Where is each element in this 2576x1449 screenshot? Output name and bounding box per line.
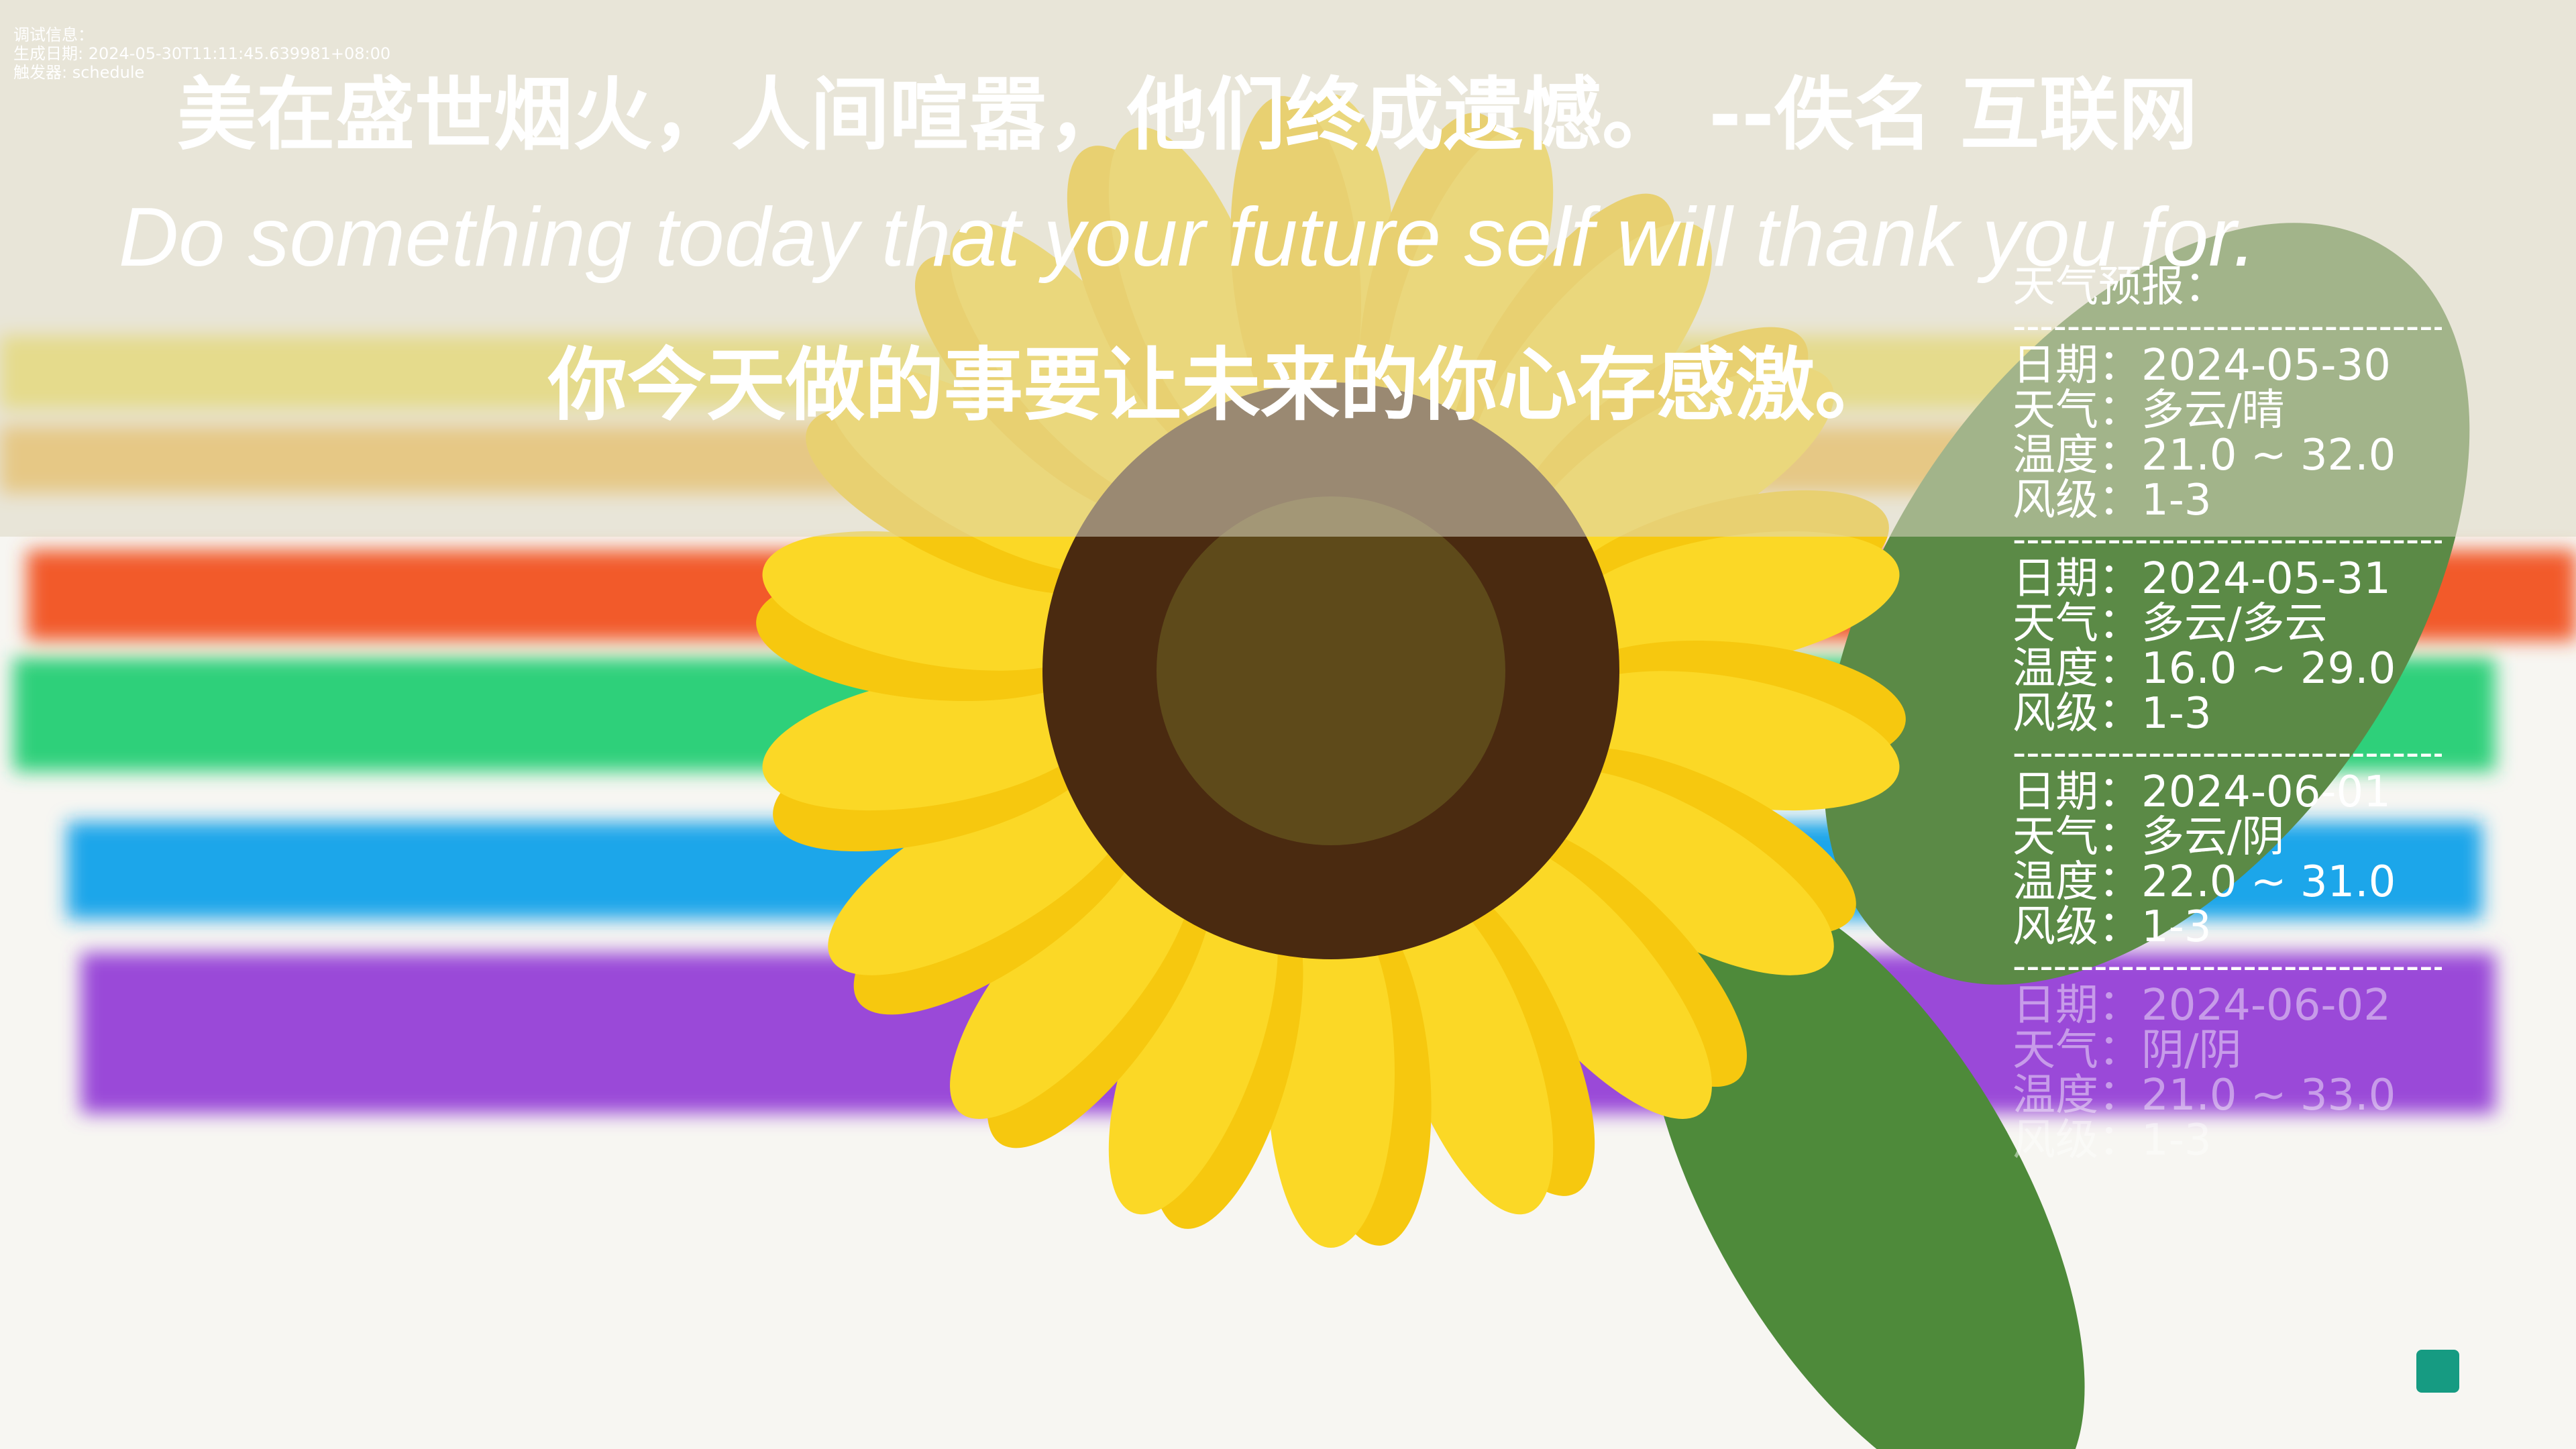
weather-row: 天气：阴/阴 [2012, 1028, 2442, 1073]
separator: ---------------------------------------- [2012, 737, 2442, 770]
weather-label: 日期： [2012, 981, 2141, 1030]
weather-value: 21.0 ~ 32.0 [2141, 431, 2396, 480]
weather-label: 天气： [2012, 812, 2141, 862]
weather-value: 1-3 [2141, 1116, 2212, 1165]
weather-label: 风级： [2012, 689, 2141, 739]
weather-panel: 天气预报： ----------------------------------… [2012, 265, 2442, 1163]
petal [828, 769, 1137, 975]
separator: ---------------------------------------- [2012, 523, 2442, 557]
top-overlay [0, 0, 2576, 537]
weather-label: 天气： [2012, 599, 2141, 649]
logo [2416, 1350, 2459, 1393]
flower-center [1157, 496, 1505, 845]
weather-row: 天气：多云/晴 [2012, 388, 2442, 433]
weather-label: 风级： [2012, 476, 2141, 525]
petal [1384, 883, 1554, 1215]
petal [1525, 769, 1834, 975]
weather-value: 多云/晴 [2141, 386, 2285, 435]
weather-row: 温度：22.0 ~ 31.0 [2012, 860, 2442, 905]
weather-value: 多云/多云 [2141, 599, 2328, 649]
weather-value: 1-3 [2141, 476, 2212, 525]
debug-info: 调试信息： 生成日期: 2024-05-30T11:11:45.639981+0… [13, 25, 390, 82]
debug-line: 触发器: schedule [13, 63, 145, 82]
weather-value: 2024-05-31 [2141, 554, 2391, 604]
weather-title: 天气预报： [2012, 262, 2227, 312]
weather-value: 2024-06-02 [2141, 981, 2391, 1030]
weather-row: 日期：2024-06-02 [2012, 983, 2442, 1028]
weather-row: 风级：1-3 [2012, 478, 2442, 523]
weather-row: 日期：2024-05-31 [2012, 557, 2442, 602]
weather-label: 风级： [2012, 902, 2141, 952]
separator: ---------------------------------------- [2012, 310, 2442, 343]
separator: ---------------------------------------- [2012, 950, 2442, 983]
weather-label: 温度： [2012, 644, 2141, 694]
weather-value: 1-3 [2141, 689, 2212, 739]
weather-value: 多云/阴 [2141, 812, 2285, 862]
weather-label: 天气： [2012, 1026, 2141, 1075]
petal [1108, 883, 1278, 1215]
weather-label: 日期： [2012, 341, 2141, 390]
weather-row: 日期：2024-06-01 [2012, 770, 2442, 815]
weather-value: 2024-06-01 [2141, 767, 2391, 817]
debug-line: 调试信息： [13, 25, 94, 44]
weather-label: 温度： [2012, 1071, 2141, 1120]
weather-row: 天气：多云/阴 [2012, 815, 2442, 860]
petal [1555, 531, 1900, 671]
quote-zh: 美在盛世烟火，人间喧嚣，他们终成遗憾。 --佚名 互联网 [176, 68, 2198, 161]
weather-label: 温度： [2012, 857, 2141, 907]
debug-line: 生成日期: 2024-05-30T11:11:45.639981+08:00 [13, 44, 391, 63]
leaf [1645, 882, 2085, 1449]
weather-row: 温度：21.0 ~ 32.0 [2012, 433, 2442, 478]
weather-label: 温度： [2012, 431, 2141, 480]
weather-value: 2024-05-30 [2141, 341, 2391, 390]
weather-row: 风级：1-3 [2012, 692, 2442, 737]
weather-value: 阴/阴 [2141, 1026, 2242, 1075]
petal [762, 671, 1107, 811]
weather-row: 温度：16.0 ~ 29.0 [2012, 647, 2442, 692]
weather-row: 风级：1-3 [2012, 905, 2442, 950]
weather-row: 天气：多云/多云 [2012, 602, 2442, 647]
weather-value: 22.0 ~ 31.0 [2141, 857, 2396, 907]
weather-label: 日期： [2012, 554, 2141, 604]
petal [1467, 839, 1712, 1119]
weather-value: 21.0 ~ 33.0 [2141, 1071, 2396, 1120]
petal [950, 839, 1195, 1119]
weather-value: 1-3 [2141, 902, 2212, 952]
quote-translation: 你今天做的事要让未来的你心存感激。 [547, 339, 1894, 431]
weather-label: 风级： [2012, 1116, 2141, 1165]
quote-en: Do something today that your future self… [118, 191, 2257, 284]
weather-row: 日期：2024-05-30 [2012, 343, 2442, 388]
weather-label: 天气： [2012, 386, 2141, 435]
weather-row: 温度：21.0 ~ 33.0 [2012, 1073, 2442, 1118]
weather-label: 日期： [2012, 767, 2141, 817]
weather-row: 风级：1-3 [2012, 1118, 2442, 1163]
weather-value: 16.0 ~ 29.0 [2141, 644, 2396, 694]
